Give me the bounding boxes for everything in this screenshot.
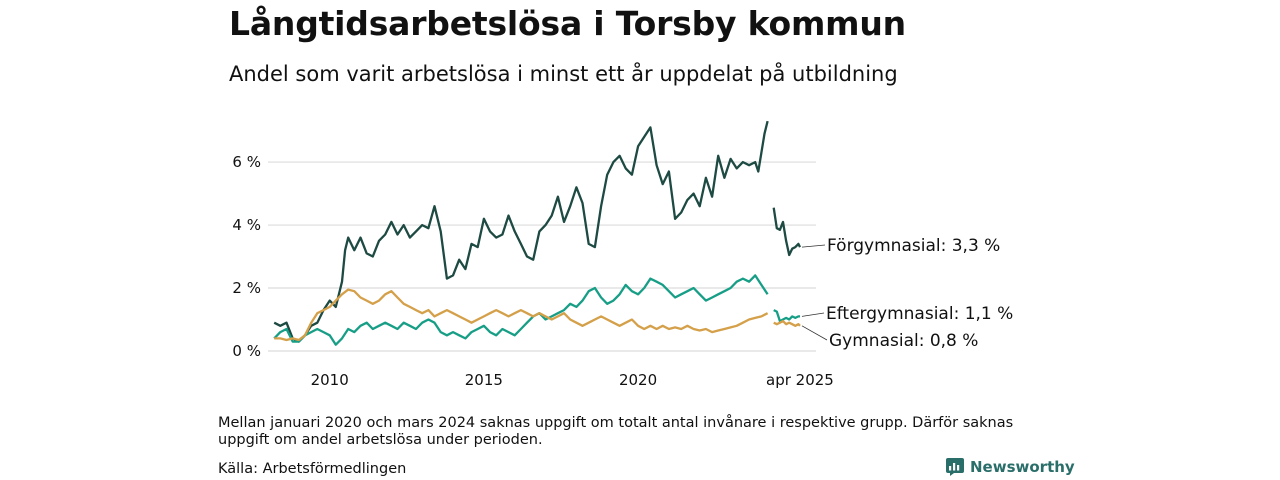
x-tick-label: 2010	[311, 371, 349, 389]
series-line-förgymnasial	[772, 207, 802, 257]
brand-logo: Newsworthy	[946, 458, 1075, 476]
newsworthy-logo-icon	[946, 458, 964, 476]
source-text: Källa: Arbetsförmedlingen	[218, 461, 407, 477]
y-tick-label: 6 %	[232, 153, 261, 171]
x-tick-label: 2020	[619, 371, 657, 389]
series-line-förgymnasial	[273, 120, 769, 343]
y-tick-label: 2 %	[232, 279, 261, 297]
end-label-leader	[801, 312, 825, 317]
end-label-eftergymnasial: Eftergymnasial: 1,1 %	[826, 304, 1013, 324]
brand-name: Newsworthy	[970, 458, 1075, 476]
end-label-leader	[801, 244, 826, 248]
line-chart: 0 % 2 % 4 % 6 % 2010 2015 2020 apr 2025 Förgymna…	[232, 120, 1013, 389]
footnote: Mellan januari 2020 och mars 2024 saknas…	[218, 415, 1014, 448]
end-label-förgymnasial: Förgymnasial: 3,3 %	[827, 236, 1000, 256]
series-line-eftergymnasial	[273, 274, 769, 346]
x-tick-label: apr 2025	[766, 371, 834, 389]
series-line-gymnasial	[773, 319, 801, 327]
chart-title: Långtidsarbetslösa i Torsby kommun	[229, 4, 906, 43]
series-line-gymnasial	[274, 288, 769, 342]
chart-subtitle: Andel som varit arbetslösa i minst ett å…	[229, 62, 898, 86]
end-label-gymnasial: Gymnasial: 0,8 %	[829, 331, 978, 351]
end-label-leader	[801, 325, 828, 341]
y-tick-label: 4 %	[232, 216, 261, 234]
y-tick-label: 0 %	[232, 342, 261, 360]
series-line-eftergymnasial	[773, 309, 800, 323]
x-tick-label: 2015	[465, 371, 503, 389]
